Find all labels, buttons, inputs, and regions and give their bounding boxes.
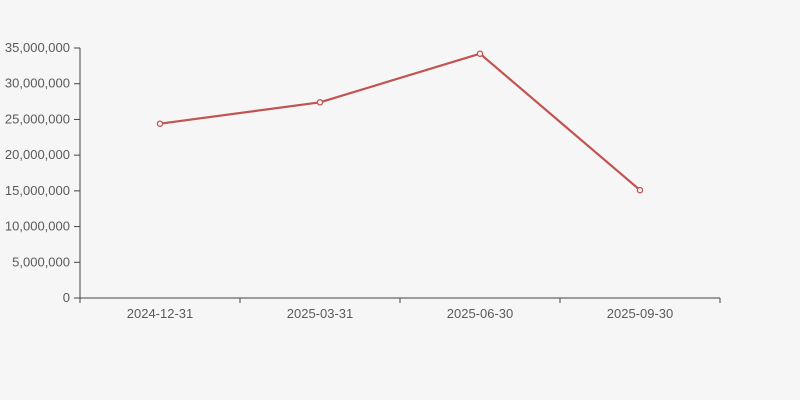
y-tick-label: 10,000,000: [5, 219, 70, 234]
data-point-marker[interactable]: [476, 50, 484, 57]
x-tick-label: 2025-03-31: [287, 306, 354, 321]
y-tick-label: 20,000,000: [5, 147, 70, 162]
y-tick-label: 35,000,000: [5, 40, 70, 55]
y-tick-label: 25,000,000: [5, 111, 70, 126]
series-line: [158, 52, 642, 192]
series-series-1: [156, 50, 644, 194]
y-tick-label: 5,000,000: [12, 254, 70, 269]
y-tick-label: 30,000,000: [5, 76, 70, 91]
y-tick-label: 0: [63, 290, 70, 305]
data-point-marker[interactable]: [636, 186, 644, 194]
data-point-marker[interactable]: [156, 120, 164, 127]
x-tick-label: 2024-12-31: [127, 306, 194, 321]
x-tick-label: 2025-09-30: [607, 306, 674, 321]
y-axis-ticks: 0 5,000,000 10,000,000 15,000,000 20,000,000…: [5, 40, 80, 305]
y-tick-label: 15,000,000: [5, 183, 70, 198]
data-point-marker[interactable]: [316, 99, 324, 106]
x-axis-ticks: 2024-12-31 2025-03-31 2025-06-30 2025-09-30: [79, 298, 721, 321]
x-tick-label: 2025-06-30: [447, 306, 514, 321]
axes: [79, 48, 720, 299]
